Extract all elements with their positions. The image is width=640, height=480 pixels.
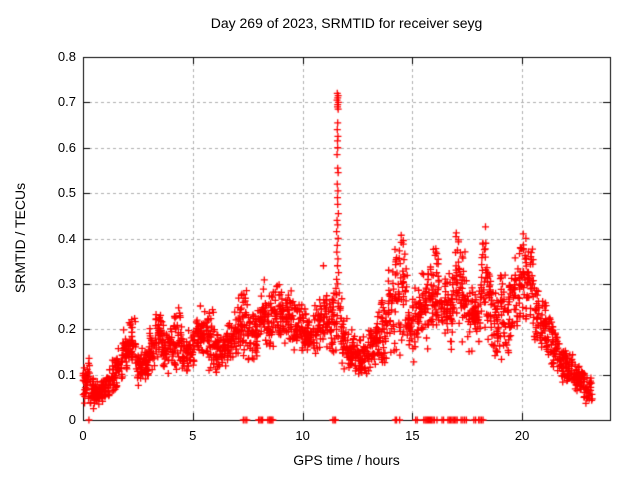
y-tick-label: 0.1 [57, 366, 76, 382]
x-tick-label: 0 [79, 428, 87, 443]
y-tick-label: 0.4 [57, 230, 76, 246]
x-tick-label: 10 [295, 428, 310, 443]
y-tick-label: 0.3 [57, 275, 76, 291]
x-tick-label: 20 [514, 428, 530, 443]
y-tick-label: 0 [68, 412, 76, 427]
x-tick-label: 15 [405, 428, 420, 443]
y-tick-label: 0.5 [57, 185, 76, 201]
y-tick-label: 0.6 [57, 139, 76, 155]
chart-title: Day 269 of 2023, SRMTID for receiver sey… [210, 15, 483, 31]
y-tick-label: 0.8 [57, 49, 76, 64]
x-axis-label: GPS time / hours [293, 452, 400, 468]
y-tick-label: 0.7 [57, 94, 76, 110]
x-tick-label: 5 [189, 428, 197, 443]
y-axis-label: SRMTID / TECUs [12, 182, 28, 294]
y-tick-label: 0.2 [57, 321, 76, 337]
